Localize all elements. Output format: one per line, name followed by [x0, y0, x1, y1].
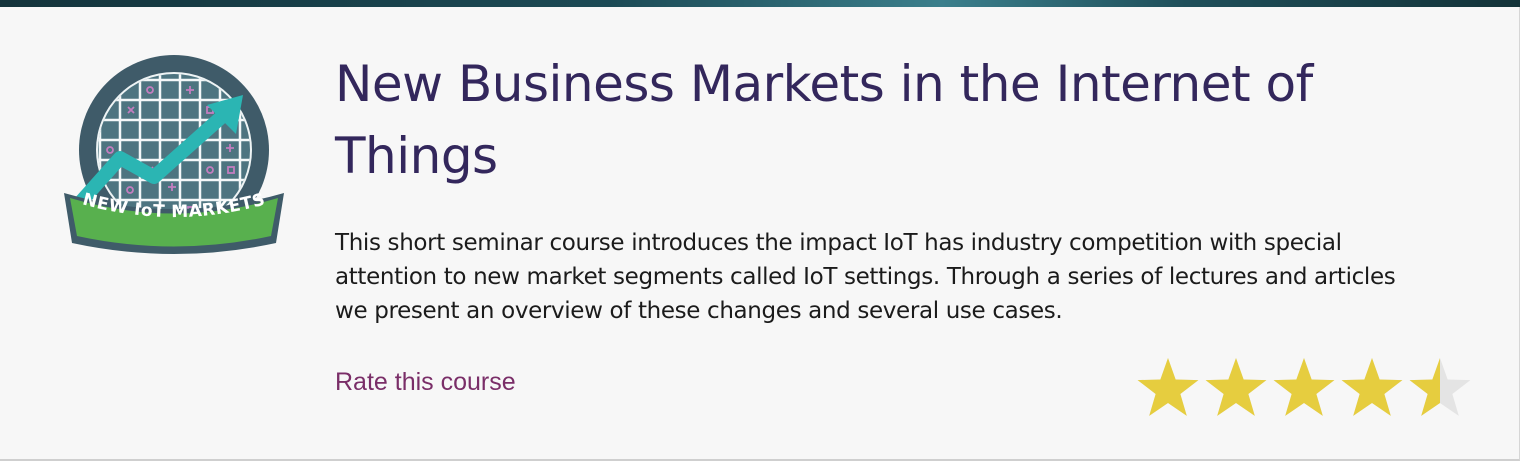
course-title: New Business Markets in the Internet of … [335, 55, 1313, 185]
star-rating[interactable] [1136, 357, 1471, 421]
star-3-icon[interactable] [1272, 357, 1336, 421]
top-accent-bar [0, 0, 1520, 7]
star-filled-shape [1409, 358, 1440, 416]
course-description: This short seminar course introduces the… [335, 230, 1396, 324]
star-4-icon[interactable] [1340, 357, 1404, 421]
course-badge-logo: NEW IoT MARKETS [64, 55, 284, 254]
trend-arrow-icon [72, 95, 243, 210]
star-filled-shape [1137, 358, 1199, 416]
star-filled-shape [1273, 358, 1335, 416]
star-1-icon[interactable] [1136, 357, 1200, 421]
star-2-icon[interactable] [1204, 357, 1268, 421]
star-filled-shape [1341, 358, 1403, 416]
rate-course-link[interactable]: Rate this course [335, 368, 516, 396]
star-5-icon[interactable] [1408, 357, 1472, 421]
star-filled-shape [1205, 358, 1267, 416]
